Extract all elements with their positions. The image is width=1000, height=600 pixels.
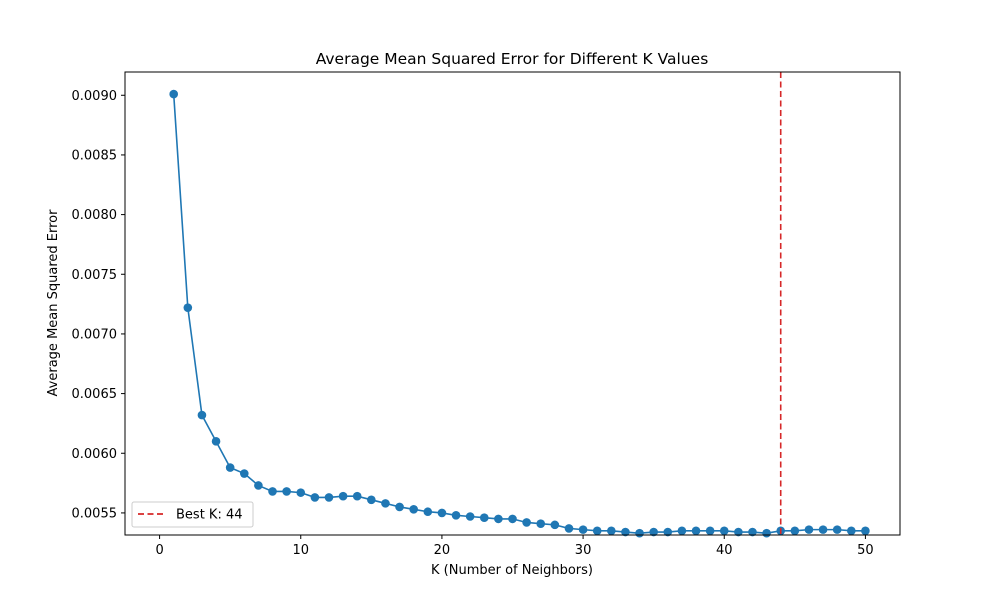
y-axis-ticks: 0.0055 0.0060 0.0065 0.0070 0.0075 0.0080 0.00… (72, 89, 125, 521)
data-point (705, 526, 715, 536)
data-point (310, 493, 320, 502)
x-tick-label: 40 (716, 543, 733, 558)
data-point (762, 528, 771, 538)
y-tick-label: 0.0065 (72, 387, 118, 402)
data-point (847, 526, 856, 536)
data-point (818, 525, 828, 534)
data-point (282, 487, 291, 496)
data-point (677, 526, 687, 536)
data-point (522, 518, 531, 527)
x-tick-label: 30 (575, 543, 592, 558)
data-point (607, 526, 616, 536)
data-point (395, 502, 404, 512)
data-point (352, 491, 362, 501)
data-point (790, 526, 800, 536)
x-axis-ticks: 0 10 20 30 40 50 (155, 535, 874, 558)
data-point (748, 527, 757, 537)
y-tick-label: 0.0060 (72, 447, 118, 462)
y-tick-label: 0.0090 (72, 89, 118, 104)
data-point (169, 89, 178, 99)
data-point (649, 527, 658, 537)
x-tick-label: 0 (155, 543, 163, 558)
y-tick-label: 0.0085 (72, 148, 118, 163)
data-point (494, 514, 503, 524)
data-point (465, 512, 475, 521)
data-point (832, 525, 842, 534)
data-point (578, 525, 588, 534)
chart-title: Average Mean Squared Error for Different… (316, 50, 709, 68)
data-point (592, 526, 602, 536)
data-point (508, 514, 517, 524)
data-point (861, 526, 870, 536)
data-point (719, 526, 729, 536)
data-point (239, 469, 249, 478)
x-tick-label: 20 (434, 543, 451, 558)
data-point (367, 495, 376, 505)
data-point (451, 511, 461, 520)
data-point (663, 527, 673, 537)
data-point (197, 410, 207, 420)
data-point (734, 527, 743, 537)
axes-frame (124, 71, 901, 536)
data-point (804, 525, 814, 534)
data-point (338, 491, 348, 501)
data-point (381, 499, 390, 508)
legend-frame (131, 501, 254, 528)
x-tick-label: 50 (857, 543, 874, 558)
data-point (211, 437, 221, 446)
plot-area (124, 71, 901, 538)
y-tick-label: 0.0075 (72, 268, 118, 283)
y-tick-label: 0.0070 (72, 327, 118, 342)
data-point (268, 487, 277, 496)
legend: Best K: 44 (131, 501, 254, 528)
data-point (621, 527, 630, 537)
y-axis-label: Average Mean Squared Error (46, 209, 61, 397)
data-point (635, 528, 644, 538)
data-point (183, 303, 193, 312)
x-tick-label: 10 (292, 543, 309, 558)
y-tick-label: 0.0055 (72, 506, 118, 521)
x-axis-label: K (Number of Neighbors) (431, 563, 593, 578)
data-point (437, 508, 447, 518)
data-point (225, 463, 235, 472)
data-point (254, 481, 263, 490)
data-point (536, 519, 546, 528)
y-tick-label: 0.0080 (72, 208, 118, 223)
data-point (691, 526, 701, 536)
data-point (550, 520, 560, 530)
data-point (296, 488, 306, 497)
data-point (479, 513, 489, 522)
data-point (324, 493, 334, 502)
data-point (423, 507, 433, 517)
data-point (564, 524, 574, 533)
data-point (409, 505, 418, 514)
legend-label-best-k: Best K: 44 (176, 508, 243, 523)
